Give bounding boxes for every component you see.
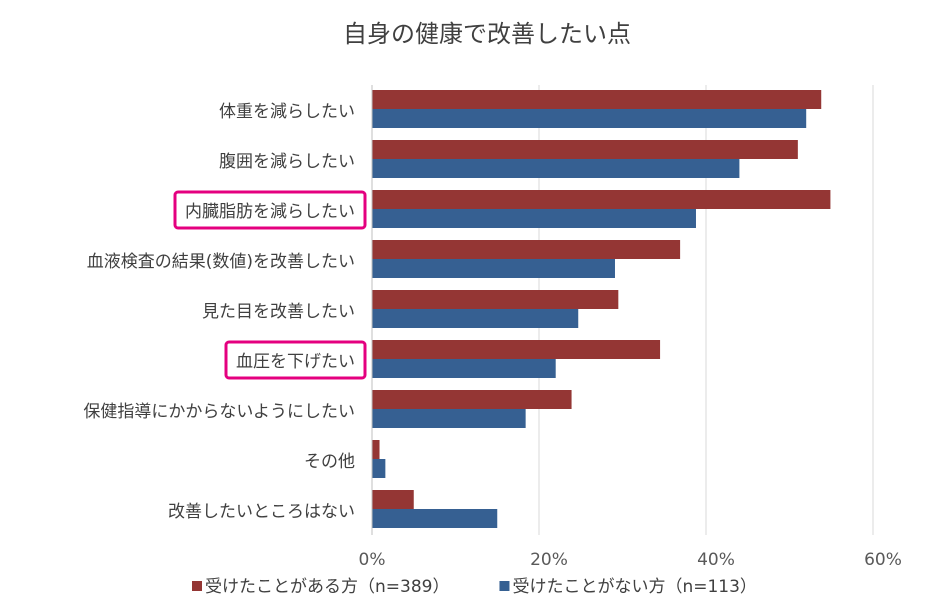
- bar: [372, 259, 615, 278]
- bar: [372, 490, 414, 509]
- bar: [372, 509, 498, 528]
- bar: [372, 390, 572, 409]
- category-label: 見た目を改善したい: [202, 302, 355, 322]
- legend-label: 受けたことがない方（n=113）: [512, 577, 756, 597]
- bar: [372, 290, 619, 309]
- bar: [372, 140, 798, 159]
- chart-title: 自身の健康で改善したい点: [343, 20, 631, 48]
- x-tick-label: 40%: [697, 550, 735, 570]
- category-label: 内臓脂肪を減らしたい: [185, 202, 355, 222]
- category-label: 腹囲を減らしたい: [219, 152, 355, 172]
- bar: [372, 209, 696, 228]
- bar: [372, 409, 526, 428]
- bar: [372, 359, 556, 378]
- bar: [372, 459, 386, 478]
- highlight-box: [173, 190, 367, 230]
- x-tick-label: 60%: [864, 550, 902, 570]
- legend-swatch: [499, 581, 510, 591]
- bar: [372, 440, 380, 459]
- bar: [372, 109, 807, 128]
- bar: [372, 240, 681, 259]
- bar: [372, 340, 661, 359]
- bar: [372, 159, 740, 178]
- highlight-box: [224, 340, 367, 380]
- legend-label: 受けたことがある方（n=389）: [205, 577, 449, 597]
- category-label: 保健指導にかからないようにしたい: [83, 402, 355, 422]
- bar: [372, 90, 822, 109]
- legend-swatch: [192, 581, 202, 591]
- x-tick-label: 20%: [530, 550, 568, 570]
- x-tick-label: 0%: [359, 550, 386, 570]
- category-label: 血液検査の結果(数値)を改善したい: [87, 252, 355, 272]
- bar: [372, 190, 831, 209]
- category-label: 血圧を下げたい: [236, 352, 355, 372]
- bar: [372, 309, 579, 328]
- category-label: 改善したいところはない: [168, 502, 355, 522]
- category-label: その他: [304, 452, 355, 472]
- category-label: 体重を減らしたい: [219, 102, 355, 122]
